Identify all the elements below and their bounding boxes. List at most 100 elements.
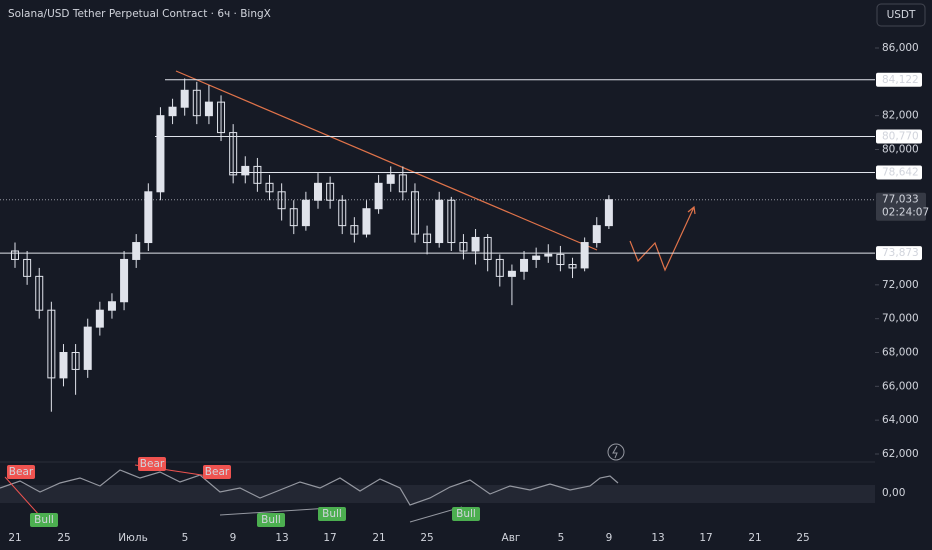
y-tick-label: 66,000 <box>882 380 919 392</box>
candle-body <box>289 208 298 227</box>
divergence-line <box>219 507 331 516</box>
level-tag <box>876 246 922 261</box>
currency-button-label[interactable]: USDT <box>887 9 916 21</box>
candle-body <box>204 101 213 117</box>
x-tick-label: Июль <box>118 532 148 544</box>
candle-body <box>435 199 444 244</box>
x-tick-label: 9 <box>606 532 613 544</box>
candle-body <box>592 225 601 244</box>
signal-tag <box>7 465 35 479</box>
oscillator-zero-label: 0,00 <box>882 487 905 499</box>
candle-body <box>253 165 262 184</box>
candle-body <box>326 182 335 201</box>
candle-body <box>398 174 407 193</box>
x-tick-label: 9 <box>230 532 237 544</box>
candle-body <box>374 182 383 210</box>
candle-body <box>265 182 274 193</box>
candle-body <box>71 352 80 370</box>
y-tick-label: 86,000 <box>882 42 919 54</box>
candle-body <box>471 236 480 252</box>
signal-label: Bull <box>456 508 476 520</box>
x-tick-label: 25 <box>796 532 809 544</box>
candle-body <box>277 191 286 210</box>
flash-glyph <box>612 445 618 459</box>
signal-tag <box>318 507 346 521</box>
level-label: 84,122 <box>882 74 919 86</box>
signal-label: Bear <box>9 466 34 478</box>
candle-body <box>120 258 129 303</box>
x-tick-label: 17 <box>323 532 336 544</box>
chart-title: Solana/USD Tether Perpetual Contract · 6… <box>8 8 271 20</box>
level-tag <box>876 165 922 180</box>
y-tick-label: 62,000 <box>882 448 919 460</box>
currency-button[interactable] <box>876 3 926 27</box>
y-tick-label: 82,000 <box>882 110 919 122</box>
candle-body <box>107 301 116 311</box>
candle-body <box>532 255 541 260</box>
candle-body <box>338 199 347 227</box>
last-price-label: 77,033 <box>882 194 919 206</box>
candle-body <box>217 101 226 134</box>
candle-body <box>314 182 322 201</box>
candle-body <box>132 242 141 260</box>
level-label: 73,873 <box>882 247 919 259</box>
candle-body <box>47 309 56 379</box>
oscillator-line <box>0 469 619 506</box>
candle-body <box>410 191 419 235</box>
candle-body <box>168 106 177 117</box>
candle-body <box>556 253 565 266</box>
candle-body <box>241 165 250 176</box>
candle-body <box>386 174 395 184</box>
y-tick-label: 72,000 <box>882 279 919 291</box>
signal-label: Bull <box>34 514 54 526</box>
level-tag <box>876 129 922 144</box>
x-tick-label: 17 <box>699 532 712 544</box>
candle-body <box>544 253 553 257</box>
candle-body <box>144 191 153 244</box>
divergence-line <box>4 476 41 517</box>
candle-body <box>350 225 359 235</box>
candle-body <box>192 89 201 117</box>
candle-body <box>483 236 492 260</box>
signal-label: Bear <box>205 466 230 478</box>
candle-body <box>301 199 310 227</box>
y-tick-label: 68,000 <box>882 347 919 359</box>
countdown: 02:24:07 <box>882 207 929 219</box>
candle-body <box>83 326 92 370</box>
x-tick-label: 5 <box>182 532 189 544</box>
x-tick-label: 21 <box>372 532 385 544</box>
candle-body <box>568 264 577 269</box>
trendline <box>175 70 598 251</box>
x-tick-label: 13 <box>275 532 288 544</box>
x-tick-label: 25 <box>420 532 433 544</box>
candle-body <box>520 258 529 272</box>
flash-icon[interactable] <box>607 443 625 461</box>
x-tick-label: 21 <box>748 532 761 544</box>
projection-path <box>629 206 695 272</box>
signal-tag <box>138 457 166 471</box>
candle-body <box>604 199 613 227</box>
x-tick-label: 13 <box>651 532 664 544</box>
signal-tag <box>30 513 58 527</box>
candle-body <box>180 89 189 108</box>
y-tick-label: 70,000 <box>882 313 919 325</box>
candle-body <box>95 309 104 328</box>
last-price-tag <box>876 192 926 221</box>
level-label: 80,770 <box>882 130 919 142</box>
signal-label: Bear <box>140 458 165 470</box>
signal-tag <box>203 465 231 479</box>
candle-body <box>35 275 44 311</box>
candle-body <box>423 233 432 244</box>
level-tag <box>876 72 922 87</box>
signal-label: Bull <box>322 508 342 520</box>
candle-body <box>447 199 456 244</box>
candle-body <box>23 258 32 277</box>
y-tick-label: 80,000 <box>882 144 919 156</box>
projection-arrow <box>687 205 696 215</box>
candle-body <box>11 250 19 260</box>
candle-body <box>580 242 589 269</box>
candle-body <box>229 132 238 176</box>
y-tick-label: 64,000 <box>882 414 919 426</box>
candle-body <box>362 208 371 235</box>
